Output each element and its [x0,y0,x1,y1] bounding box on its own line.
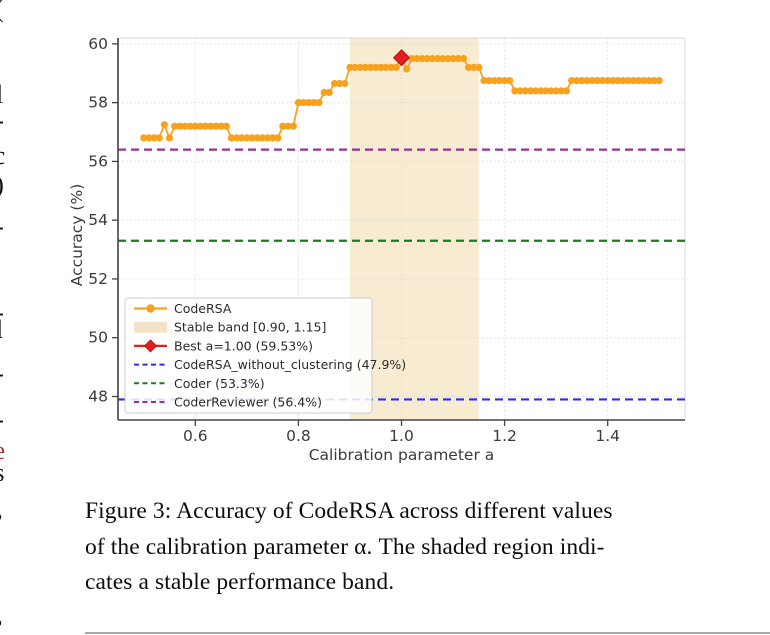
legend-entry-label: CoderReviewer (56.4%) [174,395,322,410]
clipped-text-fragment: - [0,214,4,240]
figure-caption-line: cates a stable performance band. [85,569,395,595]
clipped-text-fragment: - [0,300,4,326]
accuracy-vs-calibration-chart: 0.6 0.8 1.0 1.2 1.4 Calibration parameter a 48… [68,35,686,464]
y-tick-label: 50 [88,329,108,347]
clipped-text-fragment: - [0,108,4,134]
clipped-text-fragment: c [0,143,5,169]
y-tick-label: 60 [88,35,108,53]
x-tick-label: 0.8 [286,427,311,445]
clipped-text-fragment: s [0,460,5,486]
y-tick-label: 54 [88,211,108,229]
table-top-rule [85,632,770,634]
x-tick-label: 1.0 [389,427,414,445]
legend-entry-label: Stable band [0.90, 1.15] [174,320,326,335]
figure-caption: Figure 3: Accuracy of CodeRSA across dif… [85,494,745,601]
clipped-text-fragment: - [0,407,4,433]
x-tick-label: 1.4 [595,427,620,445]
clipped-text-fragment: - [0,361,4,387]
x-axis: 0.6 0.8 1.0 1.2 1.4 Calibration parameter a [118,419,685,464]
legend-entry-label: CodeRSA_without_clustering (47.9%) [174,357,406,372]
clipped-text-fragment: ) [0,172,4,198]
legend: CodeRSA Stable band [0.90, 1.15] Best a=1.… [124,297,406,414]
x-tick-label: 0.6 [183,427,208,445]
clipped-text-fragment: , [0,602,3,628]
clipped-text-fragment: l [0,82,3,108]
y-axis: 48 50 52 54 56 58 60 Accuracy (%) [68,35,119,420]
clipped-text-fragment: , [0,496,3,522]
codersa-line [140,54,663,142]
clipped-text-fragment: e [0,438,5,464]
figure-caption-line: Figure 3: Accuracy of CodeRSA across dif… [85,498,613,524]
x-axis-label: Calibration parameter a [309,446,495,464]
legend-entry-label: Coder (53.3%) [174,376,265,391]
figure-caption-line: of the calibration parameter α. The shad… [85,533,605,560]
clipped-text-fragment: ( [0,0,4,22]
legend-entry-label: CodeRSA [174,301,232,316]
best-point-marker [392,49,411,67]
x-tick-label: 1.2 [492,427,517,445]
clipped-text-fragment: l [0,317,3,343]
y-tick-label: 56 [88,152,108,170]
plot-grid [118,37,686,420]
y-tick-label: 58 [88,94,108,112]
y-axis-label: Accuracy (%) [68,184,86,287]
y-tick-label: 52 [88,270,108,288]
legend-entry-label: Best a=1.00 (59.53%) [174,338,313,353]
y-tick-label: 48 [88,387,108,405]
